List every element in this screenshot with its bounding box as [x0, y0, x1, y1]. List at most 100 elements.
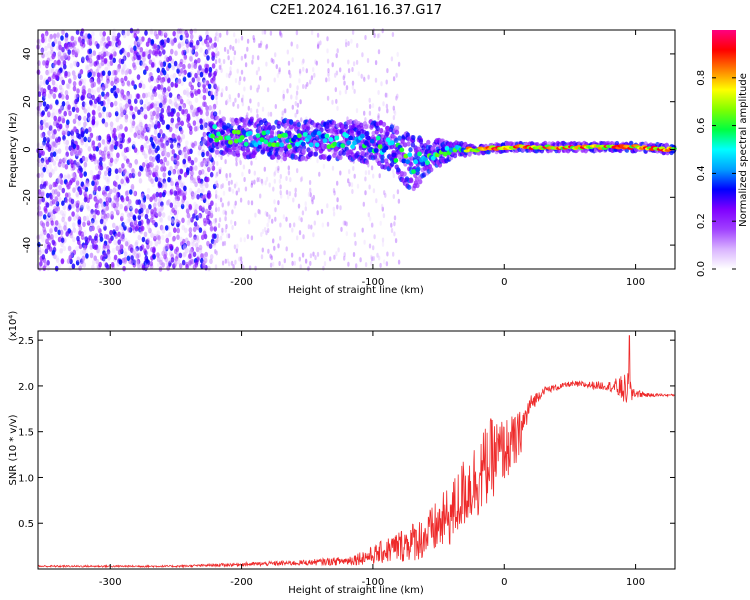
- spectrogram-point: [138, 82, 143, 89]
- spectrogram-point: [132, 190, 137, 196]
- spectrogram-point: [64, 226, 68, 232]
- spectrogram-point: [291, 104, 294, 110]
- spectrogram-point: [168, 243, 173, 250]
- spectrogram-point: [157, 75, 161, 81]
- spectrogram-point: [82, 244, 87, 251]
- spectrogram-point: [106, 244, 110, 251]
- spectrogram-point: [82, 221, 86, 228]
- spectrogram-point: [332, 206, 335, 212]
- spectrogram-point: [287, 165, 290, 171]
- spectrogram-point: [258, 177, 261, 182]
- spectrogram-point: [395, 72, 398, 78]
- spectrogram-point: [89, 244, 94, 250]
- spectrogram-point: [197, 69, 201, 76]
- spectrogram-point: [194, 51, 199, 57]
- spectrogram-point: [294, 187, 297, 193]
- spectrogram-point: [156, 101, 160, 107]
- spectrogram-point: [128, 199, 132, 205]
- spectrogram-point: [360, 73, 363, 79]
- spectrogram-point: [103, 93, 108, 100]
- spectrogram-point: [56, 32, 60, 38]
- spectrogram-point: [368, 97, 371, 103]
- spectrogram-point: [313, 72, 316, 78]
- spectrogram-point: [153, 136, 157, 142]
- spectrogram-point: [177, 78, 182, 84]
- spectrogram-point: [215, 189, 218, 195]
- spectrogram-point: [195, 110, 199, 117]
- spectrogram-point: [368, 216, 372, 222]
- spectrogram-point: [143, 109, 147, 116]
- spectrogram-point: [293, 260, 296, 266]
- spectrogram-point: [265, 44, 268, 50]
- spectrogram-point: [83, 108, 88, 114]
- spectrogram-point: [177, 120, 181, 126]
- spectrogram-point: [205, 208, 209, 215]
- spectrogram-point: [157, 122, 161, 129]
- spectrogram-point: [187, 122, 191, 129]
- spectrogram-point: [64, 43, 69, 50]
- spectrogram-point: [235, 190, 238, 196]
- spectrogram-point: [221, 260, 225, 266]
- spectrogram-point: [356, 43, 359, 48]
- spectrogram-point: [78, 243, 83, 250]
- spectrogram-point: [57, 222, 61, 229]
- spectrogram-point: [205, 49, 210, 55]
- spectrogram-point: [363, 124, 368, 130]
- spectrogram-point: [205, 105, 209, 111]
- spectrogram-point: [286, 88, 289, 94]
- spectrogram-point: [307, 224, 311, 230]
- spectrogram-point: [39, 74, 43, 81]
- spectrogram-point: [46, 110, 51, 117]
- spectrogram-point: [143, 248, 147, 254]
- spectrogram-point: [171, 236, 176, 242]
- spectrogram-point: [191, 241, 195, 247]
- spectrogram-point: [350, 38, 353, 44]
- spectrogram-point: [64, 197, 69, 204]
- spectrogram-point: [139, 203, 144, 209]
- spectrogram-point: [87, 134, 91, 141]
- spectrogram-point: [375, 135, 381, 141]
- spectrogram-point: [94, 122, 99, 128]
- spectrogram-point: [100, 201, 105, 208]
- spectrogram-point: [40, 157, 45, 164]
- spectrogram-point: [57, 69, 61, 76]
- spectrogram-point: [67, 245, 72, 252]
- spectrogram-point: [137, 234, 142, 241]
- spectrogram-point: [95, 199, 100, 205]
- spectrogram-point: [126, 80, 131, 86]
- spectrogram-point: [71, 172, 76, 179]
- spectrogram-point: [89, 226, 93, 232]
- spectrogram-point: [95, 146, 99, 152]
- spectrogram-point: [226, 98, 229, 104]
- spectrogram-point: [273, 136, 279, 141]
- spectrogram-point: [134, 98, 138, 104]
- spectrogram-point: [193, 221, 198, 227]
- spectrogram-point: [185, 91, 190, 97]
- spectrogram-point: [285, 216, 288, 222]
- spectrogram-point: [45, 202, 50, 208]
- spectrogram-point: [91, 142, 95, 149]
- chart-title: C2E1.2024.161.16.37.G17: [270, 3, 442, 18]
- spectrogram-point: [196, 39, 200, 46]
- spectrogram-point: [208, 152, 212, 159]
- spectrogram-point: [59, 247, 64, 254]
- spectrogram-point: [65, 129, 69, 135]
- spectrogram-point: [373, 33, 376, 38]
- spectrogram-point: [360, 133, 365, 139]
- spectrogram-point: [100, 113, 105, 120]
- spectrogram-point: [47, 234, 51, 241]
- spectrogram-point: [72, 85, 77, 92]
- spectrogram-point: [159, 145, 164, 152]
- spectrogram-point: [342, 220, 345, 226]
- spectrogram-point: [242, 164, 246, 170]
- spectrogram-point: [214, 59, 218, 65]
- spectrogram-point: [126, 158, 130, 164]
- spectrogram-point: [201, 180, 206, 187]
- spectrogram-point: [104, 66, 108, 73]
- spectrogram-point: [100, 152, 105, 158]
- spectrogram-point: [108, 40, 112, 47]
- spectrogram-point: [94, 165, 99, 171]
- spectrogram-point: [301, 210, 305, 216]
- spectrogram-point: [336, 105, 339, 111]
- spectrogram-point: [41, 248, 45, 255]
